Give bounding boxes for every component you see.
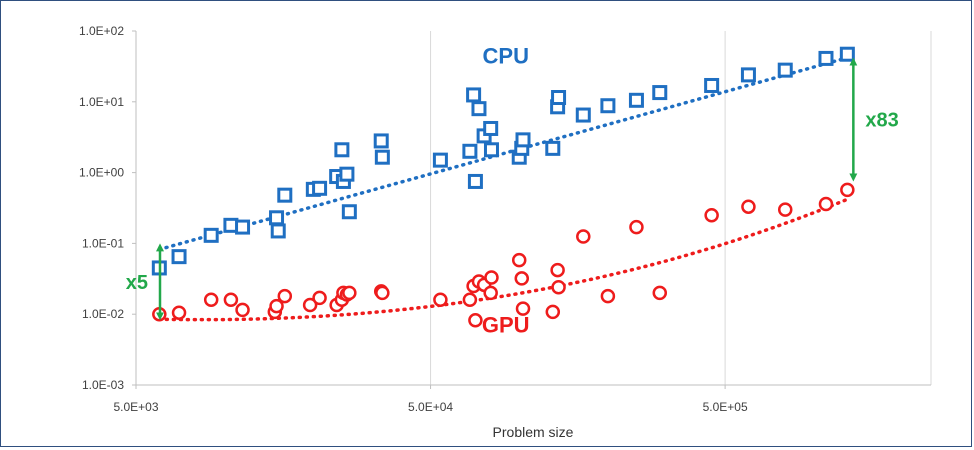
x-tick-label: 5.0E+03 bbox=[113, 400, 158, 414]
cpu-point bbox=[341, 204, 357, 220]
gpu-point bbox=[484, 270, 499, 285]
cpu-point bbox=[818, 50, 834, 66]
cpu-point bbox=[269, 210, 285, 226]
gpu-point bbox=[818, 196, 834, 212]
cpu-point bbox=[575, 107, 591, 123]
y-tick-label: 1.0E+01 bbox=[79, 95, 124, 109]
cpu-point bbox=[740, 67, 756, 83]
gpu-point bbox=[600, 288, 616, 304]
gpu-point bbox=[235, 302, 250, 318]
cpu-point bbox=[467, 173, 483, 189]
gpu-point bbox=[652, 285, 668, 301]
x-tick-labels: 5.0E+03 5.0E+04 5.0E+05 bbox=[113, 400, 747, 414]
gpu-point bbox=[433, 292, 448, 307]
gpu-point bbox=[704, 207, 719, 223]
gpu-point bbox=[777, 202, 793, 217]
gpu-point bbox=[375, 285, 390, 301]
y-tick-label: 1.0E+00 bbox=[79, 166, 124, 180]
cpu-point bbox=[839, 46, 855, 62]
cpu-point bbox=[373, 133, 389, 149]
gpu-point bbox=[312, 290, 327, 306]
gpu-point bbox=[462, 292, 478, 307]
cpu-point bbox=[203, 227, 219, 243]
gpu-point bbox=[551, 280, 566, 295]
cpu-point bbox=[600, 98, 616, 114]
cpu-point bbox=[777, 62, 793, 78]
cpu-point bbox=[704, 77, 720, 93]
data-points bbox=[151, 46, 855, 328]
gpu-point bbox=[269, 298, 284, 314]
cpu-point bbox=[374, 149, 390, 165]
cpu-point bbox=[432, 152, 448, 168]
gpu-point bbox=[468, 313, 483, 328]
cpu-point bbox=[483, 142, 499, 158]
cpu-point bbox=[466, 87, 482, 103]
y-tick-label: 1.0E+02 bbox=[79, 24, 124, 38]
y-tick-labels: 1.0E-03 1.0E-02 1.0E-01 1.0E+00 1.0E+01 1.0E+… bbox=[79, 24, 124, 392]
gpu-series-label: GPU bbox=[482, 313, 530, 338]
gpu-point bbox=[741, 199, 756, 214]
gpu-point bbox=[171, 305, 187, 320]
trendlines bbox=[157, 55, 850, 322]
gpu-point bbox=[576, 229, 591, 244]
cpu-point bbox=[235, 219, 251, 235]
ratio-label-x5: x5 bbox=[126, 272, 148, 294]
gpu-point bbox=[342, 285, 357, 301]
cpu-point bbox=[312, 180, 328, 196]
y-tick-label: 1.0E-03 bbox=[82, 378, 124, 392]
cpu-point bbox=[545, 140, 561, 156]
gpu-point bbox=[203, 292, 219, 307]
y-tick-label: 1.0E-01 bbox=[82, 236, 124, 250]
gpu-point bbox=[515, 301, 531, 316]
cpu-point bbox=[277, 187, 293, 203]
gpu-point bbox=[550, 262, 565, 278]
gpu-point bbox=[514, 271, 530, 286]
cpu-point bbox=[652, 85, 668, 101]
cpu-point bbox=[551, 90, 567, 106]
x-tick-label: 5.0E+05 bbox=[703, 400, 748, 414]
axes bbox=[132, 30, 931, 389]
gpu-point bbox=[223, 292, 239, 307]
cpu-point bbox=[171, 249, 187, 265]
ratio-label-x83: x83 bbox=[865, 110, 898, 132]
gpu-point bbox=[511, 252, 527, 268]
gpu-point bbox=[483, 285, 498, 301]
y-tick-label: 1.0E-02 bbox=[82, 307, 124, 321]
gpu-point bbox=[629, 219, 644, 235]
cpu-point bbox=[471, 101, 487, 117]
x-axis-title: Problem size bbox=[493, 424, 574, 440]
cpu-point bbox=[339, 166, 355, 182]
x-tick-label: 5.0E+04 bbox=[408, 400, 453, 414]
gpu-point bbox=[840, 182, 855, 198]
annotations: CPU GPU x5 x83 bbox=[126, 43, 899, 337]
cpu-trendline bbox=[157, 55, 850, 252]
cpu-point bbox=[483, 120, 499, 136]
cpu-point bbox=[515, 132, 531, 148]
cpu-series-label: CPU bbox=[483, 43, 529, 68]
gpu-point bbox=[545, 304, 561, 320]
gpu-point bbox=[302, 297, 318, 313]
cpu-point bbox=[334, 142, 350, 158]
cpu-point bbox=[270, 223, 286, 239]
gpu-point bbox=[277, 288, 293, 304]
cpu-point bbox=[462, 143, 478, 159]
cpu-point bbox=[628, 92, 644, 108]
gpu-trendline bbox=[157, 197, 850, 322]
